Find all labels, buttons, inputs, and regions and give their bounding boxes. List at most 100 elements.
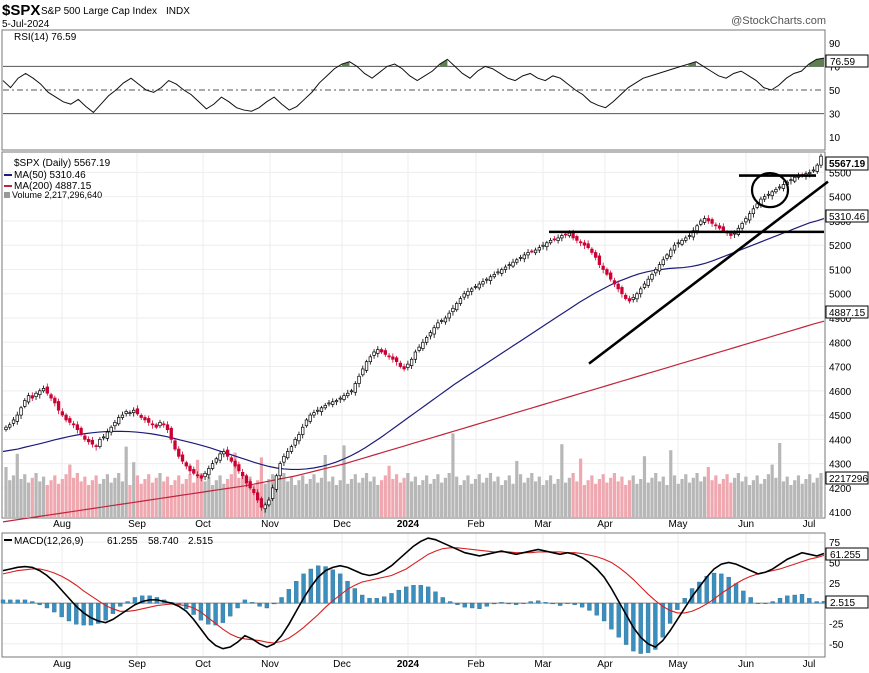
macd-hist-bar (140, 595, 145, 604)
candle-body (143, 417, 147, 421)
candle-body (672, 244, 677, 251)
volume-bar (661, 476, 665, 517)
candle-body (661, 259, 665, 265)
candle-body (567, 232, 572, 237)
ma50-line (2, 217, 825, 471)
volume-bar (102, 479, 106, 517)
candle-body (158, 422, 162, 427)
macd-hist-bar (462, 602, 467, 608)
macd-hist-bar (777, 598, 783, 604)
volume-bar (631, 475, 635, 517)
volume-bar (180, 483, 185, 517)
macd-legend-hist: 2.515 (188, 536, 213, 547)
volume-bar (609, 477, 613, 517)
volume-bar (49, 480, 53, 517)
macd-hist-bar (748, 597, 753, 604)
volume-bar (500, 485, 504, 517)
candle-body (578, 241, 583, 244)
price-y-tick: 5200 (829, 241, 852, 252)
instrument-name: S&P 500 Large Cap Index (41, 6, 157, 17)
volume-bar (90, 480, 94, 517)
volume-bar (346, 483, 350, 517)
candle-body (470, 288, 474, 292)
macd-value-text: 61.255 (830, 550, 861, 561)
candle-body (515, 259, 519, 263)
rsi-y-tick: 70 (829, 62, 841, 73)
volume-bar (379, 480, 384, 517)
volume-value-badge (825, 471, 869, 485)
macd-legend-label: MACD(12,26,9) (14, 536, 83, 547)
volume-bar (402, 477, 406, 517)
volume-bar (725, 474, 729, 517)
volume-value-text: 2217296 (829, 474, 868, 485)
candle-body (64, 414, 68, 421)
hist-value-badge (825, 595, 869, 609)
macd-hist-bar (286, 589, 292, 604)
volume-bar (421, 480, 425, 517)
candle-body (702, 218, 707, 223)
candle-body (316, 409, 320, 412)
volume-bar (597, 479, 602, 517)
candle-body (597, 255, 602, 265)
volume-bar (695, 473, 699, 517)
candle-body (774, 189, 778, 193)
volume-bar (567, 477, 571, 517)
volume-bar (560, 444, 564, 517)
candle-body (147, 418, 151, 423)
volume-bar (706, 467, 710, 517)
volume-bar (650, 477, 654, 517)
candle-body (286, 451, 290, 459)
volume-bar (323, 455, 327, 517)
volume-bar (417, 485, 421, 517)
candle-body (120, 414, 125, 418)
candle-body (755, 203, 759, 208)
macd-hist-bar (132, 597, 138, 604)
volume-bar (413, 476, 417, 517)
candle-body (259, 498, 264, 508)
candle-body (180, 454, 185, 462)
candle-body (4, 426, 8, 430)
candle-body (383, 350, 387, 355)
volume-bar (691, 477, 695, 517)
rsi-y-tick: 10 (829, 133, 841, 144)
volume-bar (53, 475, 57, 517)
rsi-y-tick: 50 (829, 86, 841, 97)
candle-body (680, 240, 684, 245)
candle-body (361, 368, 365, 376)
macd-hist-bar (418, 585, 423, 604)
volume-bar (808, 474, 812, 517)
candle-body (90, 439, 95, 445)
macd-hist-bar (682, 598, 687, 604)
candle-body (609, 272, 613, 280)
candle-body (778, 186, 782, 189)
macd-hist-bar (799, 594, 805, 604)
candle-body (732, 232, 737, 235)
volume-bar (466, 475, 470, 517)
watermark: @StockCharts.com (731, 15, 826, 27)
candle-body (293, 438, 297, 446)
candle-body (68, 418, 72, 423)
macd-hist-bar (535, 600, 541, 604)
candle-body (714, 224, 718, 227)
volume-bar (526, 477, 530, 517)
candle-body (225, 449, 230, 457)
candle-body (507, 264, 511, 266)
candle-body (334, 400, 339, 403)
volume-bar (372, 476, 376, 517)
macd-y-tick: 50 (829, 558, 841, 569)
macd-hist-bar (469, 602, 475, 609)
price-y-tick: 5100 (829, 265, 852, 276)
volume-bar (203, 481, 207, 517)
volume-bar (530, 473, 534, 517)
candle-body (150, 423, 155, 426)
volume-bar (357, 482, 361, 517)
candle-body (417, 346, 421, 351)
candle-body (255, 492, 260, 501)
price-x-tick: May (669, 519, 688, 530)
candle-body (443, 317, 448, 323)
volume-bar (564, 482, 568, 517)
candle-body (349, 390, 354, 393)
candle-body (503, 266, 508, 270)
candle-body (530, 250, 534, 253)
volume-bar (293, 485, 297, 517)
